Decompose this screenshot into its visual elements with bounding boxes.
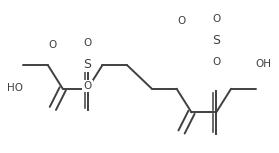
Text: O: O (49, 40, 57, 50)
Text: HO: HO (7, 83, 23, 93)
Text: O: O (212, 14, 220, 24)
Text: O: O (212, 57, 220, 67)
Text: O: O (177, 16, 186, 26)
Text: S: S (83, 58, 92, 71)
Text: OH: OH (256, 59, 272, 69)
Text: O: O (83, 38, 92, 48)
Text: S: S (212, 34, 220, 47)
Text: O: O (83, 81, 92, 91)
